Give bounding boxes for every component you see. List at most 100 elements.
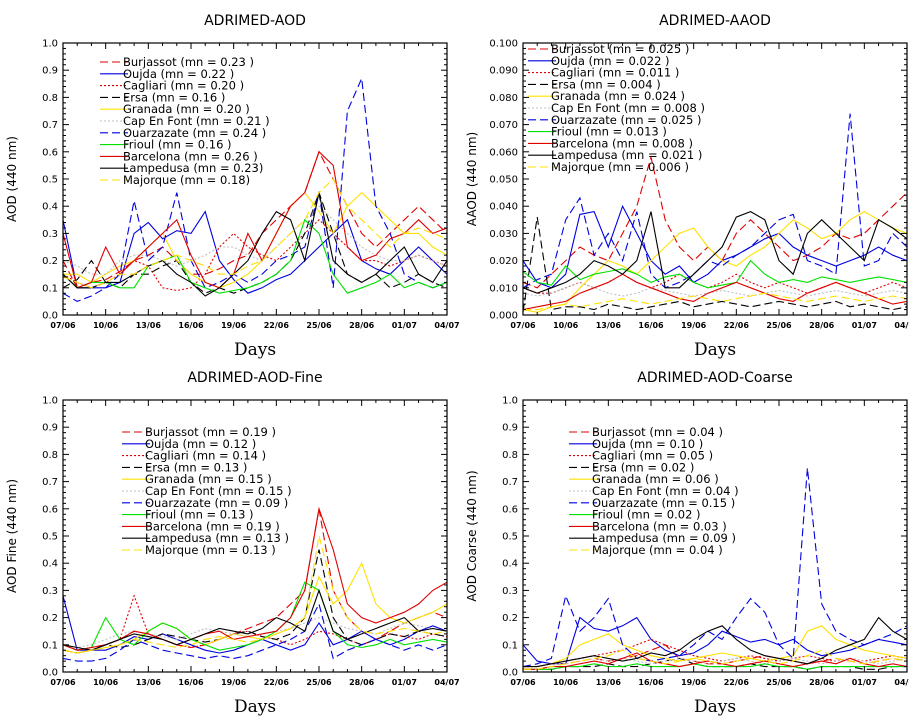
x-tick-label: 16/06	[178, 321, 204, 330]
series-line-frioul	[63, 218, 447, 294]
chart-panel-2: ADRIMED-AAOD 0.000 0.010 0.020 0.030 0.040 0.0…	[465, 13, 909, 360]
x-tick-label: 01/07	[852, 321, 877, 330]
x-tick-label: 19/06	[681, 321, 707, 330]
series-line-lampedusa	[523, 616, 907, 668]
x-tick-label: 07/06	[50, 678, 76, 687]
series-lines	[523, 113, 907, 313]
legend-entry: Oujda (mn = 0.12 )	[145, 437, 256, 451]
x-tick-label: 01/07	[392, 678, 417, 687]
x-tick-label: 19/06	[221, 321, 247, 330]
legend: Burjassot (mn = 0.04 )Oujda (mn = 0.10 )…	[569, 425, 739, 557]
chart-panel-1: ADRIMED-AOD 0.0 0.1 0.2 0.3 0.4 0.5 0.6 0.7 0.8 0.…	[5, 13, 460, 360]
y-tick-label: 0.6	[42, 504, 58, 515]
legend-entry: Cagliari (mn = 0.011 )	[551, 66, 679, 80]
series-line-ersa	[63, 549, 447, 654]
series-line-ouarzazate	[523, 467, 907, 668]
x-tick-label: 01/07	[392, 321, 417, 330]
series-line-granada	[523, 625, 907, 668]
y-tick-label: 0.1	[42, 283, 58, 294]
legend-entry: Lampedusa (mn = 0.021 )	[551, 148, 702, 162]
y-tick-label: 1.0	[42, 396, 58, 407]
x-axis-label: Days	[694, 697, 736, 717]
legend-entry: Barcelona (mn = 0.03 )	[592, 519, 727, 533]
y-tick-label: 0.3	[42, 586, 58, 597]
y-axis-label: AAOD (440 nm)	[465, 132, 479, 226]
legend-entry: Cap En Font (mn = 0.008 )	[551, 101, 705, 115]
x-tick-label: 07/06	[510, 678, 536, 687]
x-tick-label: 10/06	[553, 321, 579, 330]
series-line-barcelona	[63, 506, 447, 651]
legend-entry: Burjassot (mn = 0.04 )	[592, 425, 723, 439]
legend: Burjassot (mn = 0.19 )Oujda (mn = 0.12 )…	[122, 425, 292, 557]
chart-panel-3: ADRIMED-AOD-Fine 0.0 0.1 0.2 0.3 0.4 0.5 0.6 0.7…	[5, 370, 460, 717]
series-line-oujda	[523, 616, 907, 665]
series-line-oujda	[523, 204, 907, 289]
y-tick-label: 0.2	[502, 613, 518, 624]
series-line-granada	[63, 191, 447, 289]
x-tick-label: 25/06	[306, 321, 332, 330]
x-axis-label: Days	[694, 340, 736, 360]
y-tick-label: 0.1	[42, 640, 58, 651]
x-axis-label: Days	[234, 697, 276, 717]
legend: Burjassot (mn = 0.23 )Oujda (mn = 0.22 )…	[100, 55, 270, 187]
legend-entry: Majorque (mn = 0.04 )	[592, 543, 723, 557]
series-line-ouarzazate	[523, 113, 907, 289]
series-line-granada	[523, 210, 907, 313]
legend-entry: Cap En Font (mn = 0.15 )	[145, 484, 292, 498]
series-line-majorque	[63, 178, 447, 289]
x-tick-label: 07/06	[510, 321, 536, 330]
x-tick-label: 13/06	[136, 678, 162, 687]
x-tick-label: 10/06	[553, 678, 579, 687]
series-line-majorque	[63, 535, 447, 654]
legend-entry: Burjassot (mn = 0.025 )	[551, 42, 689, 56]
y-tick-label: 0.010	[489, 283, 518, 294]
y-tick-label: 0.4	[42, 202, 58, 213]
x-tick-label: 04/07	[894, 321, 909, 330]
x-tick-label: 10/06	[93, 321, 119, 330]
y-axis-label: AOD (440 nm)	[5, 136, 19, 222]
series-line-oujda	[63, 210, 447, 294]
y-tick-label: 0.0	[502, 668, 518, 679]
legend-entry: Ouarzazate (mn = 0.24 )	[123, 126, 266, 140]
x-tick-label: 04/07	[434, 321, 459, 330]
series-line-ouarzazate	[63, 602, 447, 662]
series-line-barcelona	[523, 273, 907, 311]
y-tick-label: 0.2	[42, 613, 58, 624]
x-tick-label: 28/06	[349, 321, 375, 330]
x-tick-label: 19/06	[221, 678, 247, 687]
legend-entry: Barcelona (mn = 0.19 )	[145, 519, 280, 533]
series-line-majorque	[523, 649, 907, 670]
y-axis-label: AOD Coarse (440 nm)	[465, 470, 479, 601]
legend-entry: Granada (mn = 0.024 )	[551, 89, 685, 103]
series-line-majorque	[523, 292, 907, 311]
y-tick-label: 0.5	[42, 532, 58, 543]
y-tick-label: 1.0	[502, 396, 518, 407]
legend-entry: Oujda (mn = 0.22 )	[123, 67, 234, 81]
y-tick-label: 0.5	[502, 532, 518, 543]
x-tick-label: 10/06	[93, 678, 119, 687]
series-lines	[63, 76, 447, 303]
legend-entry: Ouarzazate (mn = 0.025 )	[551, 113, 702, 127]
legend-entry: Frioul (mn = 0.013 )	[551, 125, 667, 139]
legend-entry: Majorque (mn = 0.13 )	[145, 543, 276, 557]
legend-entry: Burjassot (mn = 0.19 )	[145, 425, 276, 439]
legend-entry: Oujda (mn = 0.022 )	[551, 54, 670, 68]
legend-entry: Lampedusa (mn = 0.23)	[123, 161, 263, 175]
y-tick-label: 1.0	[42, 39, 58, 50]
y-tick-label: 0.040	[489, 202, 518, 213]
y-tick-label: 0.000	[489, 311, 518, 322]
series-line-burjassot	[523, 157, 907, 289]
chart-title: ADRIMED-AOD-Coarse	[637, 370, 792, 386]
x-tick-label: 25/06	[766, 678, 792, 687]
chart-title: ADRIMED-AOD-Fine	[187, 370, 322, 386]
legend: Burjassot (mn = 0.025 )Oujda (mn = 0.022…	[528, 42, 705, 174]
y-tick-label: 0.090	[489, 66, 518, 77]
y-tick-label: 0.4	[42, 559, 58, 570]
y-tick-label: 0.8	[42, 93, 58, 104]
x-tick-label: 04/07	[434, 678, 459, 687]
x-tick-label: 28/06	[809, 678, 835, 687]
legend-entry: Cagliari (mn = 0.20 )	[123, 79, 244, 93]
x-tick-label: 13/06	[136, 321, 162, 330]
y-tick-label: 0.080	[489, 93, 518, 104]
x-tick-label: 19/06	[681, 678, 707, 687]
